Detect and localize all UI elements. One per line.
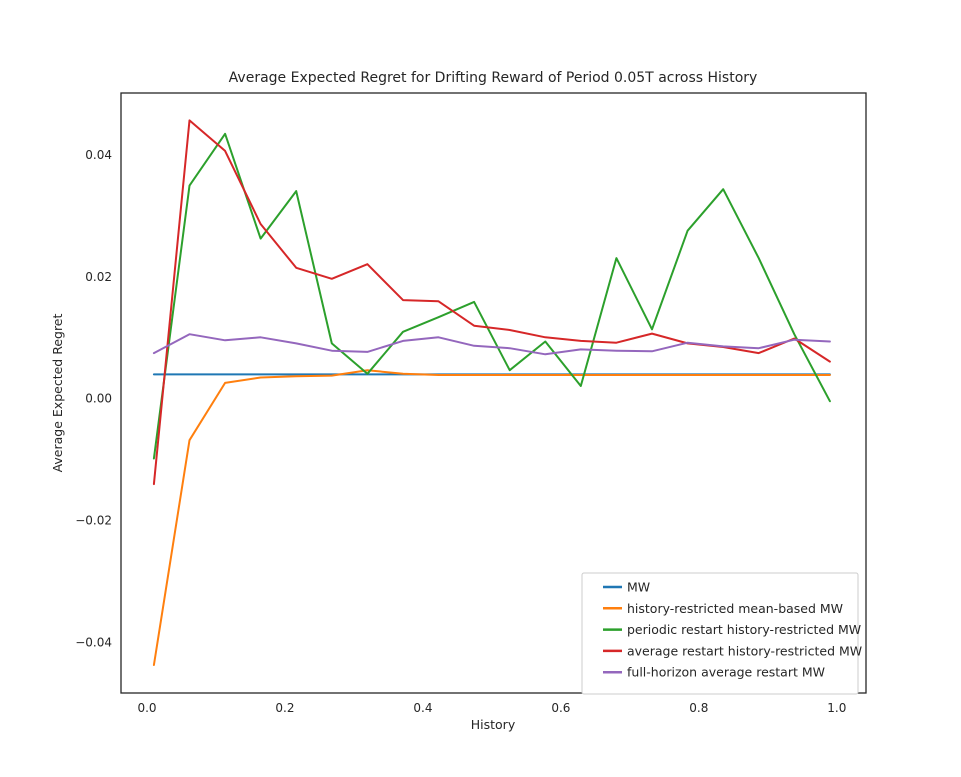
legend-label-0: MW bbox=[627, 580, 650, 595]
x-tick-label: 0.4 bbox=[413, 701, 432, 715]
series-group bbox=[152, 119, 831, 666]
x-tick-label: 1.0 bbox=[827, 701, 846, 715]
chart-title: Average Expected Regret for Drifting Rew… bbox=[229, 70, 758, 86]
y-tick-labels: −0.04 −0.02 0.00 0.02 0.04 bbox=[75, 148, 112, 649]
x-tick-label: 0.0 bbox=[137, 701, 156, 715]
x-axis-label: History bbox=[471, 717, 516, 732]
legend-label-4: full-horizon average restart MW bbox=[627, 665, 825, 680]
y-tick-label: −0.02 bbox=[75, 514, 112, 528]
y-axis-label: Average Expected Regret bbox=[50, 314, 65, 473]
y-tick-label: 0.04 bbox=[85, 148, 112, 162]
x-tick-labels: 0.0 0.2 0.4 0.6 0.8 1.0 bbox=[137, 701, 846, 715]
legend: MW history-restricted mean-based MW period… bbox=[581, 572, 862, 695]
series-line-4 bbox=[152, 333, 831, 356]
legend-label-3: average restart history-restricted MW bbox=[627, 643, 862, 658]
x-tick-label: 0.2 bbox=[275, 701, 294, 715]
y-tick-label: −0.04 bbox=[75, 635, 112, 649]
legend-label-2: periodic restart history-restricted MW bbox=[627, 622, 861, 637]
y-tick-label: 0.02 bbox=[85, 270, 112, 284]
x-tick-label: 0.8 bbox=[689, 701, 708, 715]
series-line-1 bbox=[152, 369, 831, 666]
x-tick-label: 0.6 bbox=[551, 701, 570, 715]
legend-box bbox=[581, 572, 859, 695]
y-tick-label: 0.00 bbox=[85, 392, 112, 406]
plot-border bbox=[120, 92, 867, 694]
legend-label-1: history-restricted mean-based MW bbox=[627, 601, 843, 616]
